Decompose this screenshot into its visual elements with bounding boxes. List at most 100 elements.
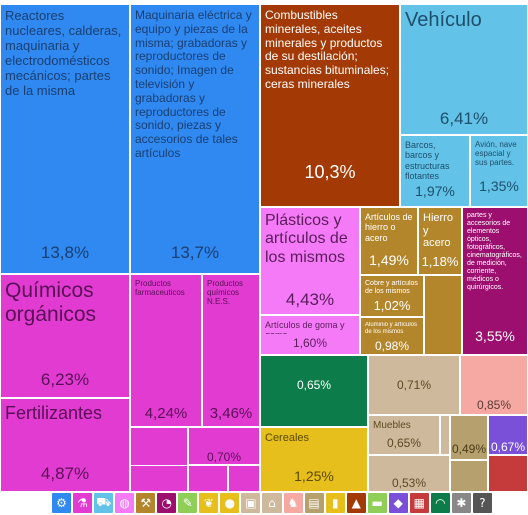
tile-label: Hierro y acero: [423, 212, 453, 250]
diamond-icon[interactable]: ◆: [388, 493, 408, 513]
tile-value: 4,43%: [285, 290, 335, 309]
leaf-icon[interactable]: ❦: [199, 493, 219, 513]
tile-value: 0,85%: [476, 398, 512, 412]
tile-label: Cereales: [265, 432, 310, 444]
treemap-tile-aluminio-y-articulos-de-los-mism-11: Aluminio y artículos de los mismos 0,98%: [360, 317, 424, 355]
tile-value: 0,65%: [386, 436, 422, 450]
palette-icon[interactable]: ✱: [451, 493, 471, 513]
tile-value: 1,18%: [421, 254, 459, 269]
tile-label: Aluminio y artículos de los mismos: [365, 322, 418, 335]
tile-value: 0,49%: [451, 442, 487, 456]
tile-label: Reactores nucleares, calderas, maquinari…: [5, 9, 122, 98]
treemap-filler-tile: [450, 460, 488, 492]
apple-icon-glyph: ●: [224, 496, 236, 510]
tile-label: Productos químicos N.E.S.: [207, 279, 244, 307]
tile-label: Artículos de hierro o acero: [365, 212, 413, 243]
fire-icon[interactable]: ▲: [346, 493, 366, 513]
brick-icon[interactable]: ▦: [409, 493, 429, 513]
treemap-tile-maquinaria-electrica-y-equipo-y--1: Maquinaria eléctrica y equipo y piezas d…: [130, 4, 260, 274]
tile-value: 0,98%: [374, 339, 410, 353]
treemap-tile-0-53-25: 0,53%: [368, 455, 450, 492]
tile-label: Plásticos y artículos de los mismos: [265, 212, 348, 266]
tile-label: Productos farmaceuticos: [135, 279, 185, 298]
gear-icon[interactable]: ⚙: [52, 493, 72, 513]
treemap-filler-tile: [424, 275, 462, 355]
apple-icon[interactable]: ●: [220, 493, 240, 513]
book-icon[interactable]: ▤: [304, 493, 324, 513]
tile-label: Combustibles minerales, aceites minerale…: [265, 9, 390, 91]
category-legend: ⚙ ⚗ ⛟ ◍ ⚒ ◔ ✎ ❦ ● ▣ ⌂ ♞ ▤ ▮ ▲ ▬ ◆ ▦ ◠ ✱?: [52, 493, 492, 513]
treemap-chart: Reactores nucleares, calderas, maquinari…: [0, 4, 528, 492]
leaf-icon-glyph: ❦: [203, 496, 214, 510]
tile-label: Fertilizantes: [5, 403, 103, 423]
tile-value: 4,87%: [40, 464, 90, 483]
tile-value: 1,35%: [479, 178, 519, 194]
palette-icon-glyph: ✱: [456, 496, 467, 510]
book-icon-glyph: ▤: [308, 496, 320, 510]
treemap-tile-0-70-18: 0,70%: [188, 427, 260, 465]
flask-icon-glyph: ⚗: [77, 496, 88, 510]
treemap-tile-0-85-23: 0,85%: [460, 355, 528, 415]
gear-icon-glyph: ⚙: [56, 496, 67, 510]
tile-value: 0,53%: [391, 476, 427, 490]
plastic-icon[interactable]: ◍: [115, 493, 135, 513]
tile-label: Avión, nave espacial y sus partes.: [475, 140, 517, 168]
shoe-icon[interactable]: ▬: [367, 493, 387, 513]
tile-label: Químicos orgánicos: [5, 279, 97, 327]
treemap-tile-productos-quimicos-n-e-s-16: Productos químicos N.E.S. 3,46%: [202, 274, 260, 427]
treemap-tile-0-67-24: 0,67%: [488, 415, 528, 455]
tile-value: 13,8%: [40, 243, 90, 262]
sofa-icon-glyph: ⌂: [268, 496, 276, 510]
treemap-filler-tile: [188, 465, 228, 492]
hat-icon[interactable]: ◠: [430, 493, 450, 513]
tile-label: Barcos, barcos y estructuras flotantes: [405, 140, 450, 181]
tile-value: 0,65%: [296, 378, 332, 392]
treemap-tile-combustibles-minerales-aceites-m-2: Combustibles minerales, aceites minerale…: [260, 4, 400, 207]
tile-value: 1,49%: [369, 252, 409, 268]
box-icon-glyph: ▣: [245, 496, 257, 510]
treemap-tile-articulos-de-goma-y-goma-7: Artículos de goma y goma 1,60%: [260, 315, 360, 355]
truck-icon-glyph: ⛟: [96, 495, 112, 509]
treemap-tile-reactores-nucleares-calderas-maq-0: Reactores nucleares, calderas, maquinari…: [0, 4, 130, 274]
tile-value: 1,97%: [415, 183, 455, 199]
truck-icon[interactable]: ⛟: [94, 493, 114, 513]
treemap-tile-quimicos-organicos-13: Químicos orgánicos 6,23%: [0, 274, 130, 398]
cow-icon[interactable]: ♞: [283, 493, 303, 513]
treemap-filler-tile: [488, 455, 528, 492]
treemap-tile-fertilizantes-14: Fertilizantes 4,87%: [0, 398, 130, 492]
tile-value: 3,55%: [475, 328, 515, 344]
anvil-icon[interactable]: ⚒: [136, 493, 156, 513]
question-icon[interactable]: ?: [472, 493, 492, 513]
shirt-icon[interactable]: ✎: [178, 493, 198, 513]
fire-icon-glyph: ▲: [351, 496, 361, 510]
treemap-tile-barcos-barcos-y-estructuras-flot-4: Barcos, barcos y estructuras flotantes 1,…: [400, 135, 470, 207]
treemap-filler-tile: [130, 465, 188, 492]
gauge-icon-glyph: ◔: [161, 496, 172, 510]
flask-icon[interactable]: ⚗: [73, 493, 93, 513]
sofa-icon[interactable]: ⌂: [262, 493, 282, 513]
tile-label: Artículos de goma y goma: [265, 320, 345, 334]
treemap-tile-0-71-21: 0,71%: [368, 355, 460, 415]
tile-value: 0,70%: [206, 450, 242, 464]
tile-value: 1,25%: [294, 468, 334, 484]
treemap-tile-articulos-de-hierro-o-acero-8: Artículos de hierro o acero 1,49%: [360, 207, 418, 275]
tile-value: 13,7%: [170, 243, 220, 262]
anvil-icon-glyph: ⚒: [140, 496, 152, 510]
treemap-tile-avion-nave-espacial-y-sus-partes-5: Avión, nave espacial y sus partes. 1,35%: [470, 135, 528, 207]
gauge-icon[interactable]: ◔: [157, 493, 177, 513]
cow-icon-glyph: ♞: [287, 496, 299, 510]
question-icon-glyph: ?: [479, 496, 486, 510]
bottle-icon[interactable]: ▮: [325, 493, 345, 513]
shoe-icon-glyph: ▬: [371, 496, 383, 510]
treemap-tile-0-49-26: 0,49%: [450, 415, 488, 460]
box-icon[interactable]: ▣: [241, 493, 261, 513]
shirt-icon-glyph: ✎: [182, 496, 193, 510]
tile-value: 0,67%: [490, 440, 526, 454]
tile-value: 3,46%: [209, 405, 253, 422]
diamond-icon-glyph: ◆: [393, 496, 403, 510]
tile-value: 4,24%: [144, 405, 188, 422]
tile-value: 1,60%: [292, 336, 328, 350]
plastic-icon-glyph: ◍: [119, 496, 130, 510]
treemap-tile-cobre-y-articulos-de-los-mismos-10: Cobre y artículos de los mismos 1,02%: [360, 275, 424, 317]
tile-value: 0,71%: [396, 378, 432, 392]
